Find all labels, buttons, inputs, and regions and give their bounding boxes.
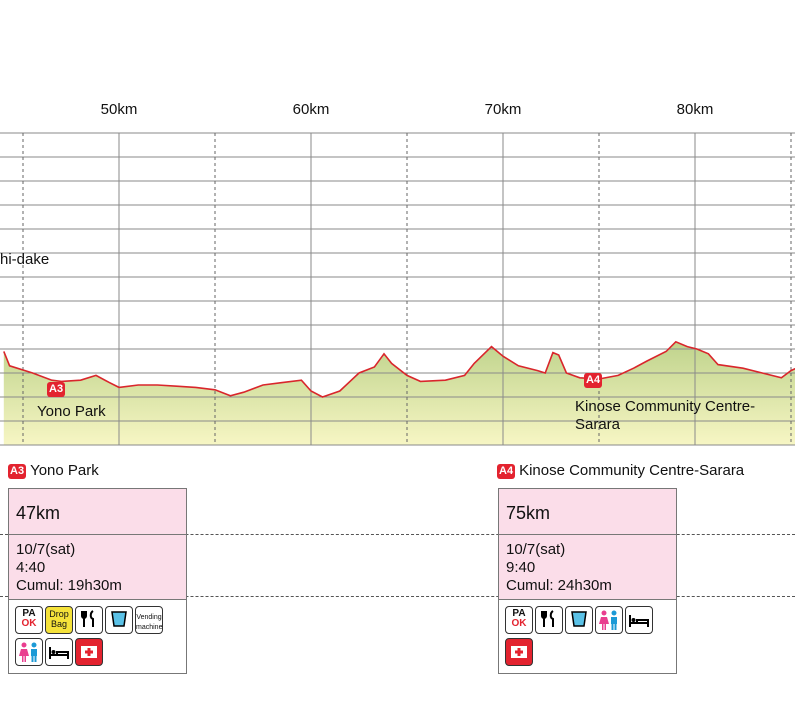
elevation-line — [3, 340, 795, 398]
a3-chart-label: Yono Park — [37, 403, 106, 420]
first-aid-icon — [505, 638, 533, 666]
pa-ok-icon: PA OK — [15, 606, 43, 634]
pa-ok-icon: PA OK — [505, 606, 533, 634]
a4-chart-label-line1: Kinose Community Centre- — [575, 398, 756, 415]
a4-distance: 75km — [499, 489, 676, 535]
toilet-icon — [15, 638, 43, 666]
vending-machine-icon: Vending machine — [135, 606, 163, 634]
a3-heading: A3 Yono Park — [8, 462, 99, 479]
a3-badge: A3 — [8, 464, 27, 479]
peak-label: hi-dake — [0, 251, 50, 268]
water-icon — [105, 606, 133, 634]
a4-services: PA OK — [499, 599, 676, 673]
a3-marker: A3 — [47, 382, 66, 397]
a4-time: 9:40 — [506, 559, 536, 576]
elevation-area — [3, 341, 795, 445]
a4-cumulative: Cumul: 24h30m — [506, 577, 612, 594]
food-icon — [75, 606, 103, 634]
a3-date: 10/7(sat) — [16, 541, 76, 558]
dashed-divider — [0, 596, 795, 597]
a4-date: 10/7(sat) — [506, 541, 566, 558]
a3-time: 4:40 — [16, 559, 46, 576]
a4-badge: A4 — [497, 464, 516, 479]
tick-label-60km: 60km — [292, 101, 330, 118]
a3-card: 47km 10/7(sat) 4:40 Cumul: 19h30m PA OK Dr… — [8, 488, 187, 674]
dashed-divider — [0, 534, 795, 535]
elevation-chart — [0, 132, 795, 446]
a4-heading-name: Kinose Community Centre-Sarara — [519, 462, 745, 479]
a4-heading: A4 Kinose Community Centre-Sarara — [497, 462, 744, 479]
a3-heading-name: Yono Park — [30, 462, 99, 479]
a3-times: 10/7(sat) 4:40 Cumul: 19h30m — [9, 535, 186, 599]
tick-label-50km: 50km — [100, 101, 138, 118]
food-icon — [535, 606, 563, 634]
a3-services: PA OK Drop Bag Vending machine — [9, 599, 186, 673]
chart-grid — [0, 132, 795, 446]
drop-bag-icon: Drop Bag — [45, 606, 73, 634]
a4-card-info: 75km 10/7(sat) 9:40 Cumul: 24h30m — [499, 489, 676, 599]
a3-card-info: 47km 10/7(sat) 4:40 Cumul: 19h30m — [9, 489, 186, 599]
a3-cumulative: Cumul: 19h30m — [16, 577, 122, 594]
a3-distance: 47km — [9, 489, 186, 535]
a4-marker: A4 — [584, 373, 603, 388]
a4-card: 75km 10/7(sat) 9:40 Cumul: 24h30m PA OK — [498, 488, 677, 674]
a4-chart-label-line2: Sarara — [575, 416, 621, 433]
first-aid-icon — [75, 638, 103, 666]
bed-icon — [45, 638, 73, 666]
water-icon — [565, 606, 593, 634]
a4-times: 10/7(sat) 9:40 Cumul: 24h30m — [499, 535, 676, 599]
a4-chart-label: Kinose Community Centre- Sarara — [575, 398, 755, 434]
toilet-icon — [595, 606, 623, 634]
tick-label-80km: 80km — [676, 101, 714, 118]
bed-icon — [625, 606, 653, 634]
tick-label-70km: 70km — [484, 101, 522, 118]
